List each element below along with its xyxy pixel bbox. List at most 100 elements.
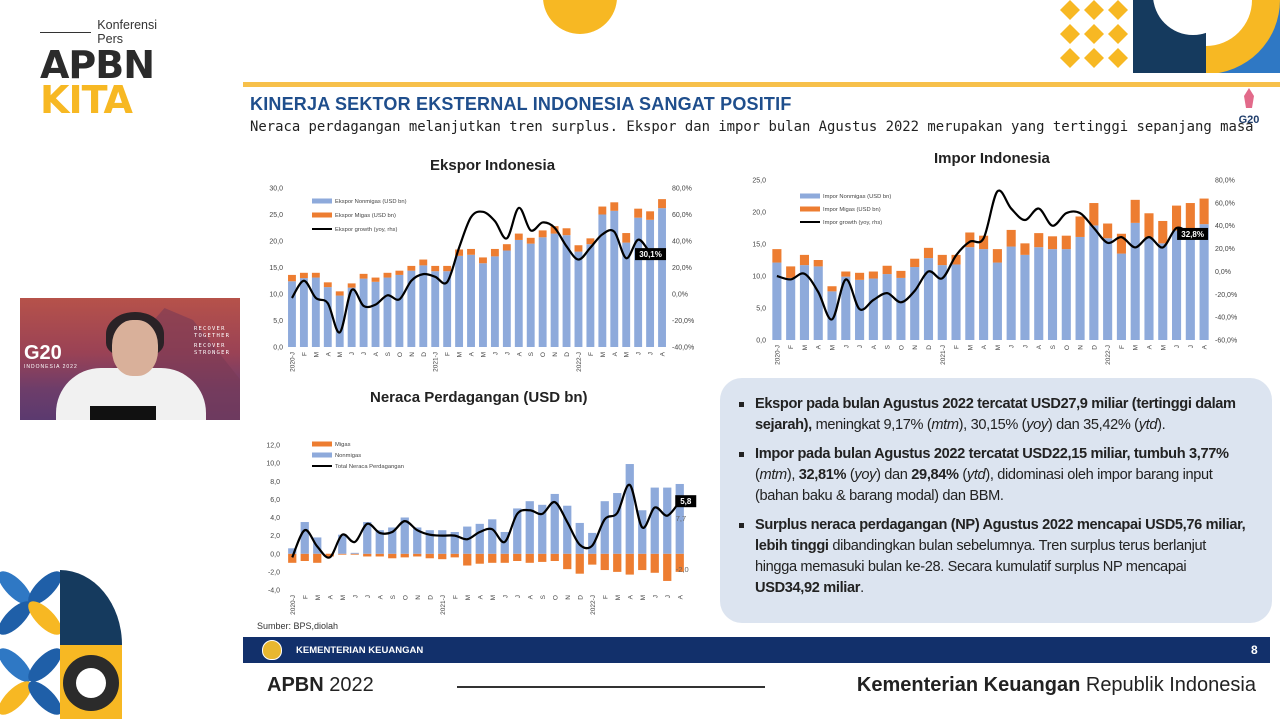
bar-nonmigas [513,508,522,554]
bar-migas [350,553,359,555]
y2-tick-label: -40,0% [1215,315,1237,322]
bar-migas [786,266,796,278]
bar-migas [490,248,499,257]
bar-nonmigas [563,505,572,554]
x-tick-label: M [624,352,631,357]
bar-nonmigas [338,534,347,554]
x-tick-label: A [327,594,334,599]
bar-nonmigas [359,278,368,347]
highlight-bullet: Surplus neraca perdagangan (NP) Agustus … [738,515,1250,599]
bar-migas [347,283,356,288]
bar-migas [562,228,571,236]
y-tick-label: 5,0 [273,318,283,325]
bullet-text: ) dan [876,467,912,483]
bullet-marker-icon [739,402,744,407]
x-tick-label: A [469,351,476,356]
bar-nonmigas [419,265,428,347]
x-tick-label: F [1119,345,1126,349]
bar-nonmigas [288,548,297,554]
logo-apbn: APBN [40,43,155,87]
bullet-text: meningkat 9,17% ( [811,417,932,433]
bar-nonmigas [634,217,643,347]
bar-nonmigas [388,527,397,554]
legend-label: Impor growth (yoy, rhs) [823,220,882,226]
x-tick-label: A [612,351,619,356]
x-tick-label: M [615,595,622,600]
bullet-text: 29,84% [911,467,959,483]
x-tick-label: M [337,352,344,357]
bar-migas [288,274,296,282]
bar-migas [937,254,947,266]
bar-migas [772,249,782,263]
source-note: Sumber: BPS,diolah [257,621,339,631]
bar-migas [413,553,422,557]
bar-nonmigas [1034,247,1044,340]
bar-nonmigas [438,530,447,554]
bar-nonmigas [600,501,609,554]
bar-migas [979,235,989,250]
bullet-text: ), didominasi oleh impor barang input (b… [755,467,1213,504]
bar-migas [513,553,522,561]
bar-nonmigas [663,487,672,554]
bar-nonmigas [425,530,434,554]
bar-migas [388,553,397,559]
x-tick-label: A [981,344,988,349]
bar-migas [598,206,607,215]
bar-nonmigas [868,278,878,340]
bar-migas [1089,203,1099,226]
x-tick-label: A [1202,344,1209,349]
bar-nonmigas [347,287,356,347]
bullet-text: mtm [931,417,959,433]
bar-migas [455,249,464,256]
bar-migas [600,553,609,571]
bar-migas [634,208,643,218]
bar-nonmigas [375,530,384,554]
bullet-text: mtm [759,467,788,483]
bar-nonmigas [965,247,975,340]
bar-nonmigas [675,483,684,554]
bar-nonmigas [1061,249,1071,340]
x-tick-label: J [502,595,509,598]
speaker-video-feed[interactable]: G20 INDONESIA 2022 RECOVER TOGETHER RECO… [20,298,240,420]
x-tick-label: J [365,595,372,598]
bar-nonmigas [613,493,622,554]
y2-tick-label: 0,0% [1215,269,1231,276]
bullet-marker-icon [739,523,744,528]
y2-tick-label: -40,0% [672,345,694,352]
y2-tick-label: 40,0% [1215,223,1235,230]
x-tick-label: D [926,345,933,350]
bottom-divider [457,686,765,688]
x-tick-label: J [492,352,499,355]
bar-migas [514,233,523,240]
data-label: -2,0 [676,565,689,574]
x-tick-label: A [660,351,667,356]
x-tick-label: M [340,595,347,600]
bar-migas [855,272,865,280]
bar-nonmigas [882,274,892,340]
y-tick-label: 5,0 [756,306,766,313]
x-tick-label: M [465,595,472,600]
bar-nonmigas [827,291,837,340]
y2-tick-label: -20,0% [1215,292,1237,299]
bar-migas [622,233,631,243]
logo-prefix: Konferensi Pers [97,18,158,46]
y-tick-label: 10,0 [266,461,280,468]
data-label: 7,7 [676,514,686,523]
y-tick-label: -2,0 [268,569,280,576]
x-tick-label: M [830,345,837,350]
bar-migas [813,260,823,267]
y-tick-label: 0,0 [756,338,766,345]
bar-nonmigas [658,208,666,347]
y-tick-label: 4,0 [270,515,280,522]
bar-nonmigas [311,277,320,347]
x-tick-label: N [1078,345,1085,350]
bar-nonmigas [598,214,607,347]
bar-migas [1075,216,1085,237]
growth-line [291,206,663,334]
bar-migas [479,257,487,264]
decorative-circle [543,0,617,34]
bar-nonmigas [431,271,440,347]
x-tick-label: F [302,595,309,599]
x-tick-label: 2020-J [290,595,297,615]
x-tick-label: O [397,352,404,357]
